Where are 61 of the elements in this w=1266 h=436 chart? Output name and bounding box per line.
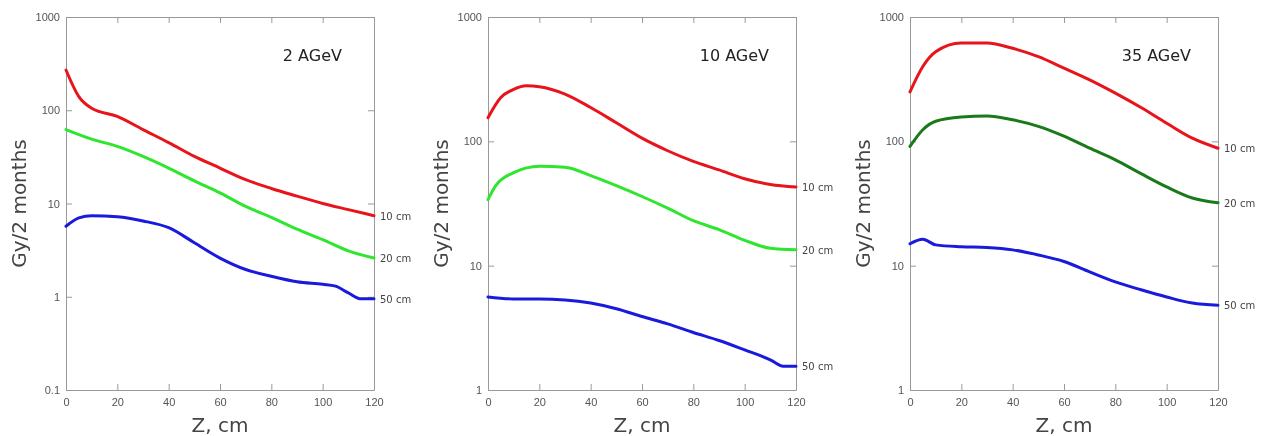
x-tick-label: 0 bbox=[907, 395, 914, 408]
line-series bbox=[64, 128, 376, 260]
series-label: 20 cm bbox=[802, 244, 834, 256]
x-tick-label: 80 bbox=[1109, 395, 1122, 408]
y-tick-label: 100 bbox=[885, 135, 904, 148]
annotation: 2 AGeV bbox=[282, 46, 343, 65]
line-series bbox=[486, 84, 798, 189]
y-tick-label: 1 bbox=[475, 384, 482, 397]
x-tick-label: 120 bbox=[1209, 395, 1228, 408]
x-tick-label: 60 bbox=[1058, 395, 1071, 408]
x-tick-label: 100 bbox=[313, 395, 333, 408]
y-tick-label: 100 bbox=[463, 135, 482, 148]
series-label: 20 cm bbox=[380, 253, 412, 265]
x-axis-title: Z, cm bbox=[191, 413, 249, 436]
y-tick-label: 10 bbox=[47, 197, 60, 210]
y-tick-label: 1000 bbox=[457, 11, 482, 24]
y-tick-label: 1000 bbox=[879, 11, 904, 24]
line-series bbox=[64, 68, 376, 218]
x-tick-label: 60 bbox=[214, 395, 227, 408]
line-series bbox=[908, 114, 1220, 205]
x-tick-label: 0 bbox=[63, 395, 70, 408]
y-axis-title: Gy/2 months bbox=[851, 139, 875, 268]
line-series bbox=[64, 214, 376, 301]
x-tick-label: 20 bbox=[111, 395, 124, 408]
x-tick-label: 100 bbox=[735, 395, 755, 408]
y-tick-label: 0.1 bbox=[44, 384, 60, 397]
x-axis-title: Z, cm bbox=[1035, 413, 1093, 436]
series-label: 50 cm bbox=[802, 361, 834, 373]
line-series bbox=[486, 295, 798, 368]
series-label: 10 cm bbox=[1224, 143, 1256, 155]
line-series bbox=[908, 237, 1220, 307]
annotation: 35 AGeV bbox=[1121, 46, 1192, 65]
line-series bbox=[908, 41, 1220, 150]
y-axis-title: Gy/2 months bbox=[429, 139, 453, 268]
y-axis-title: Gy/2 months bbox=[7, 139, 31, 268]
series-label: 10 cm bbox=[802, 181, 834, 193]
y-tick-label: 10 bbox=[891, 259, 904, 272]
x-tick-label: 120 bbox=[365, 395, 384, 408]
y-tick-label: 1 bbox=[897, 384, 904, 397]
x-tick-label: 40 bbox=[163, 395, 176, 408]
x-tick-label: 20 bbox=[533, 395, 546, 408]
x-tick-label: 40 bbox=[585, 395, 598, 408]
x-axis-title: Z, cm bbox=[613, 413, 671, 436]
series-label: 50 cm bbox=[380, 293, 412, 305]
x-tick-label: 80 bbox=[265, 395, 278, 408]
line-series bbox=[486, 164, 798, 252]
x-tick-label: 20 bbox=[955, 395, 968, 408]
y-tick-label: 100 bbox=[41, 104, 60, 117]
x-tick-label: 60 bbox=[636, 395, 649, 408]
annotation: 10 AGeV bbox=[699, 46, 770, 65]
series-label: 10 cm bbox=[380, 210, 412, 222]
x-tick-label: 80 bbox=[687, 395, 700, 408]
x-tick-label: 40 bbox=[1007, 395, 1020, 408]
x-tick-label: 0 bbox=[485, 395, 492, 408]
series-label: 50 cm bbox=[1224, 300, 1256, 312]
y-tick-label: 10 bbox=[469, 259, 482, 272]
y-tick-label: 1 bbox=[53, 290, 60, 303]
x-tick-label: 120 bbox=[787, 395, 806, 408]
y-tick-label: 1000 bbox=[35, 11, 60, 24]
series-label: 20 cm bbox=[1224, 197, 1256, 209]
x-tick-label: 100 bbox=[1157, 395, 1177, 408]
